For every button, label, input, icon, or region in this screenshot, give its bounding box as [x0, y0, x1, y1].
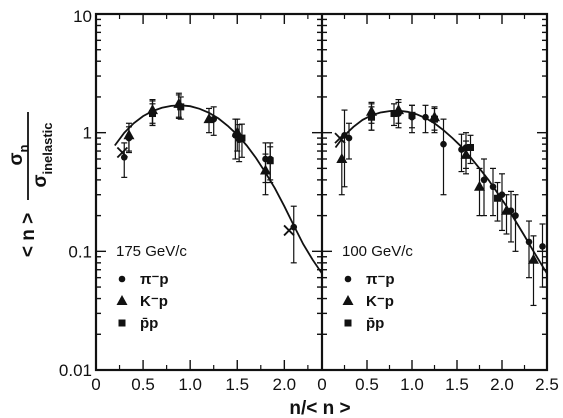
- x-tick-label: 2.5: [535, 375, 559, 394]
- y-axis-numerator: σn: [6, 144, 31, 165]
- legend-label: p̄p: [366, 315, 384, 332]
- panel-1: 0 0.5 1.0 1.5 2.0 175 GeV/c π⁻p K⁻p p̄p: [91, 14, 323, 394]
- legend-label: K⁻p: [366, 293, 394, 310]
- legend-label: π⁻p: [140, 271, 169, 288]
- y-axis-denominator: σinelastic: [30, 122, 55, 187]
- data-point-square: [390, 110, 398, 118]
- data-point-square: [149, 110, 156, 118]
- y-axis-numerator-sub: n: [16, 144, 31, 152]
- legend-marker-circle: [118, 275, 126, 283]
- legend-marker-triangle: [342, 295, 354, 305]
- legend-marker-triangle: [116, 295, 128, 305]
- data-point-circle: [525, 238, 533, 246]
- legend-marker-square: [118, 319, 126, 327]
- data-point-square: [431, 115, 438, 123]
- data-point-circle: [489, 183, 497, 191]
- data-point-square: [494, 194, 501, 202]
- data-point-circle: [539, 243, 546, 250]
- data-point-cross: [116, 146, 129, 159]
- x-tick-label: 1.0: [400, 375, 424, 394]
- y-axis-prefix: < n >: [18, 213, 39, 257]
- data-point-triangle: [260, 164, 271, 175]
- y-tick-label: 1: [83, 124, 92, 143]
- data-point-triangle: [123, 129, 135, 140]
- x-tick-label: 0.5: [355, 375, 379, 394]
- legend-label: p̄p: [140, 315, 158, 332]
- panel-2: 0 0.5 1.0 1.5 2.0 2.5 100 GeV/c π⁻p K⁻p p̄p: [317, 14, 559, 394]
- x-tick-label: 0: [91, 375, 100, 394]
- data-point-circle: [345, 134, 353, 142]
- data-point-triangle: [501, 204, 512, 215]
- y-axis-numerator-sym: σ: [6, 152, 27, 165]
- legend-label: π⁻p: [366, 271, 395, 288]
- x-tick-label: 2.0: [273, 375, 297, 394]
- y-axis-denominator-sub: inelastic: [40, 122, 55, 174]
- data-point-square: [266, 157, 274, 165]
- x-tick-label: 0.5: [131, 375, 155, 394]
- panel-energy-label: 175 GeV/c: [116, 243, 187, 260]
- y-axis-title: < n > σn σinelastic: [6, 112, 55, 257]
- x-tick-label: 1.0: [178, 375, 202, 394]
- data-point-triangle: [203, 113, 215, 124]
- y-tick-label: 10: [73, 7, 92, 26]
- data-point-circle: [440, 140, 447, 148]
- data-point-square: [177, 103, 185, 111]
- data-point-circle: [480, 176, 488, 184]
- data-point-square: [408, 111, 416, 119]
- x-axis-title: n/< n >: [289, 398, 350, 418]
- data-point-triangle: [528, 253, 539, 264]
- legend-marker-square: [344, 319, 352, 327]
- data-point-circle: [512, 212, 519, 219]
- data-point-triangle: [474, 180, 485, 191]
- x-tick-label: 1.5: [445, 375, 469, 394]
- data-point-triangle: [460, 148, 472, 159]
- y-tick-label: 0.01: [59, 361, 92, 380]
- y-axis-denominator-sym: σ: [30, 175, 51, 188]
- panel-energy-label: 100 GeV/c: [342, 243, 413, 260]
- data-point-cross: [283, 224, 295, 237]
- data-point-square: [467, 143, 474, 151]
- x-tick-label: 1.5: [225, 375, 249, 394]
- data-point-circle: [422, 113, 429, 121]
- x-tick-label: 2.0: [490, 375, 514, 394]
- y-axis: 0.01 0.1 1 10: [59, 7, 547, 380]
- data-point-cross: [334, 132, 346, 144]
- x-tick-label: 0: [317, 375, 326, 394]
- data-point-triangle: [231, 126, 243, 137]
- panels: 0 0.5 1.0 1.5 2.0 175 GeV/c π⁻p K⁻p p̄p 0 0.5 1.0 1.…: [91, 14, 559, 394]
- data-point-circle: [290, 223, 298, 231]
- legend-label: K⁻p: [140, 293, 168, 310]
- data-point-square: [368, 113, 375, 121]
- legend-marker-circle: [344, 275, 352, 283]
- y-tick-label: 0.1: [68, 242, 92, 261]
- data-point-square: [238, 134, 246, 142]
- data-point-triangle: [336, 152, 348, 163]
